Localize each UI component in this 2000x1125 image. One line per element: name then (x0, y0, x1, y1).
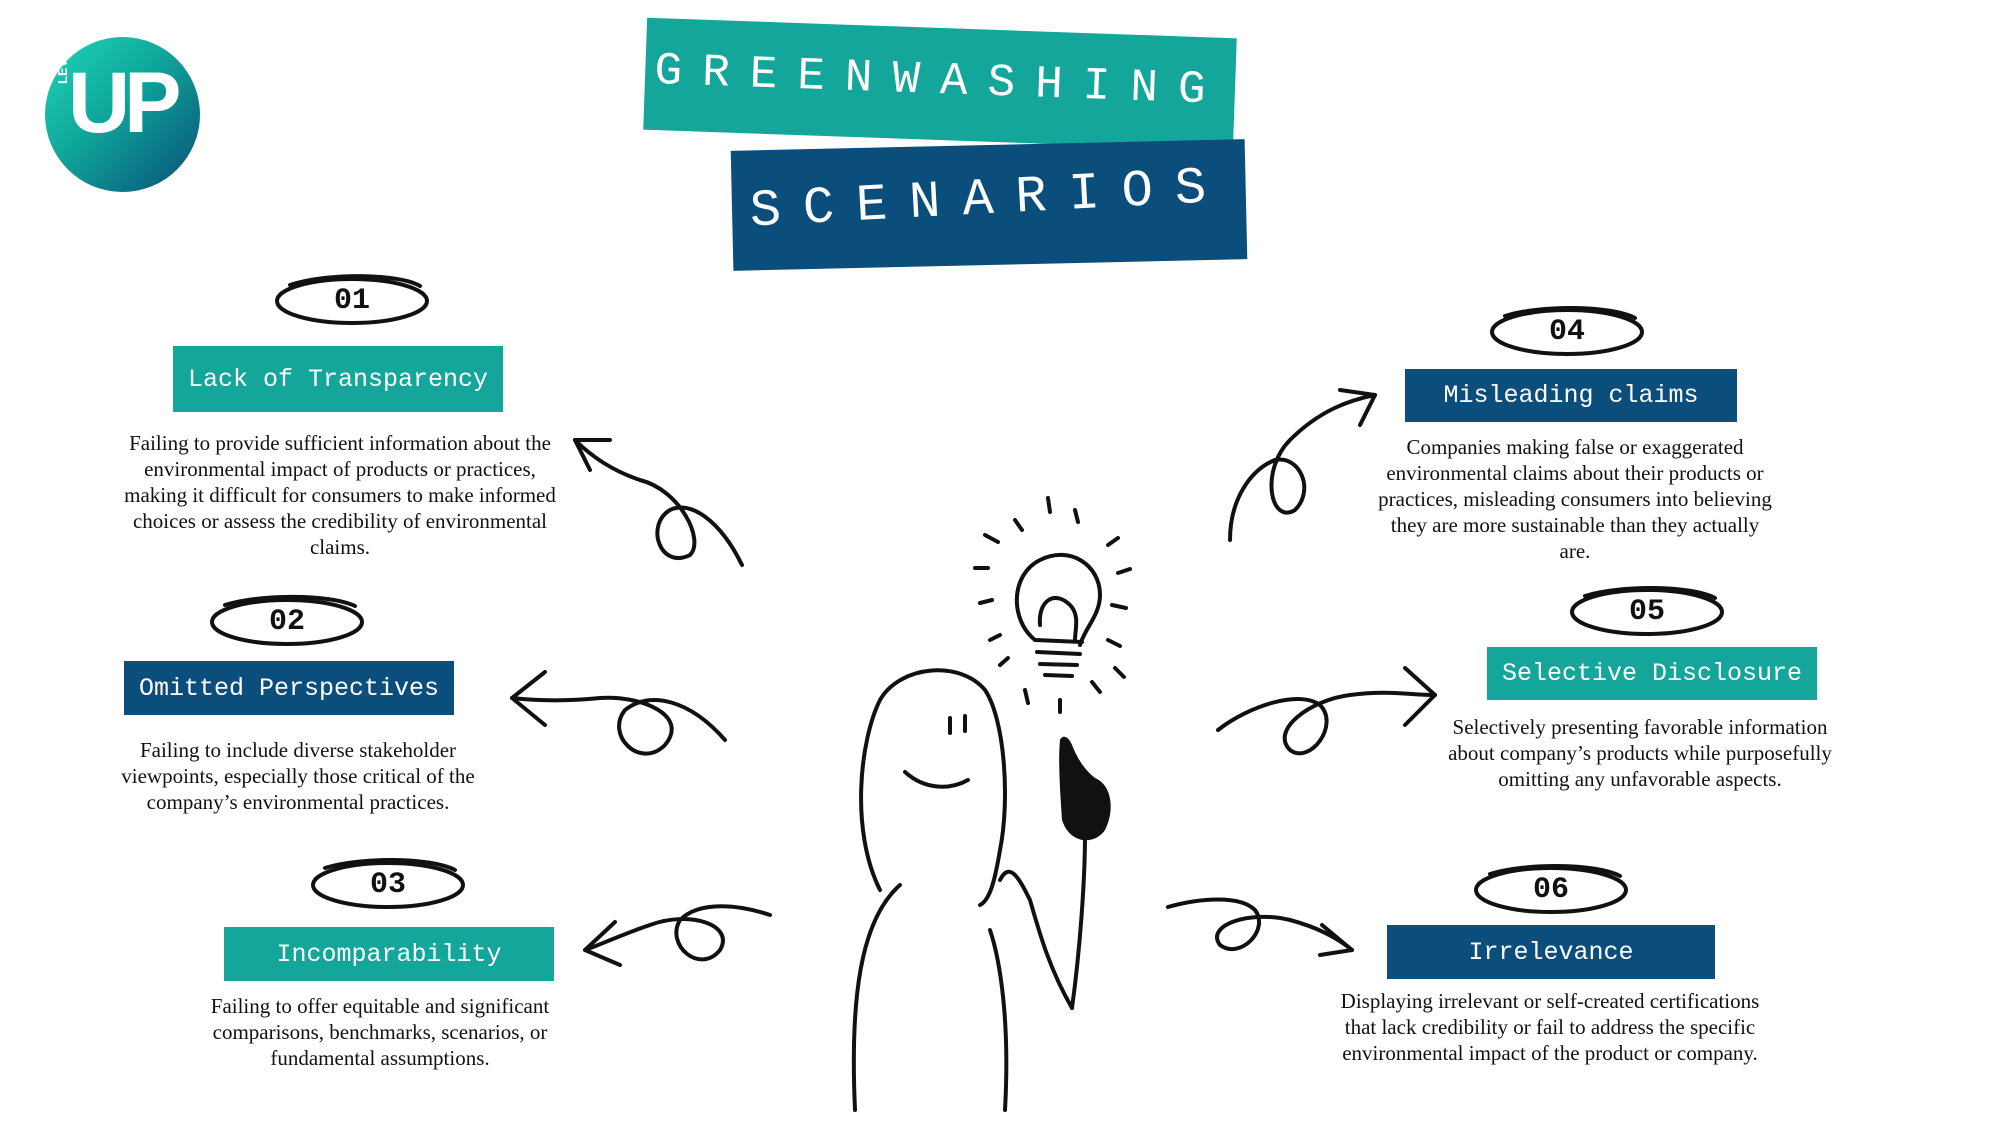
arrow-to-02 (510, 695, 727, 756)
arrow-to-01 (573, 438, 744, 567)
scenario-02-number: 02 (268, 605, 305, 639)
person-head (859, 668, 1007, 907)
scenario-05-label: Selective Disclosure (1487, 647, 1817, 700)
person-smile (903, 770, 970, 789)
number-oval-01 (275, 277, 429, 325)
level-up-logo (45, 37, 200, 192)
scenario-04-label: Misleading claims (1405, 369, 1737, 422)
arrow-to-05 (1216, 690, 1437, 756)
scenario-05-number: 05 (1628, 595, 1665, 629)
number-oval-04 (1490, 308, 1644, 356)
person-body-left (851, 883, 902, 1112)
scenario-03-number: 03 (369, 868, 406, 902)
number-oval-06 (1474, 866, 1628, 914)
scenario-05-description: Selectively presenting favorable informa… (1448, 715, 1832, 791)
scenario-06-number: 06 (1532, 873, 1569, 907)
scenario-02-label: Omitted Perspectives (124, 661, 454, 715)
arrow-to-04 (1228, 393, 1377, 542)
scenario-02-description: Failing to include diverse stakeholder v… (121, 738, 475, 814)
number-oval-02 (210, 598, 364, 646)
scenario-04-number: 04 (1548, 315, 1585, 349)
scenario-03-label: Incomparability (224, 927, 554, 981)
arrow-to-06 (1166, 897, 1354, 952)
lightbulb-icon (1014, 553, 1103, 647)
scenario-01-number: 01 (333, 284, 370, 318)
arrow-to-03 (583, 904, 772, 962)
scenario-04-description: Companies making false or exaggerated en… (1378, 435, 1772, 563)
scenario-03-description: Failing to offer equitable and significa… (210, 994, 550, 1070)
scenario-01-description: Failing to provide sufficient informatio… (124, 431, 556, 559)
scenario-06-description: Displaying irrelevant or self-created ce… (1340, 989, 1760, 1065)
number-oval-03 (311, 861, 465, 909)
thumbs-up-hand (1059, 736, 1111, 841)
person-body-right (988, 928, 1009, 1112)
number-oval-05 (1570, 588, 1724, 636)
scenario-01-label: Lack of Transparency (173, 346, 503, 412)
logo-up-text: UP (68, 55, 181, 151)
scenario-06-label: Irrelevance (1387, 925, 1715, 979)
